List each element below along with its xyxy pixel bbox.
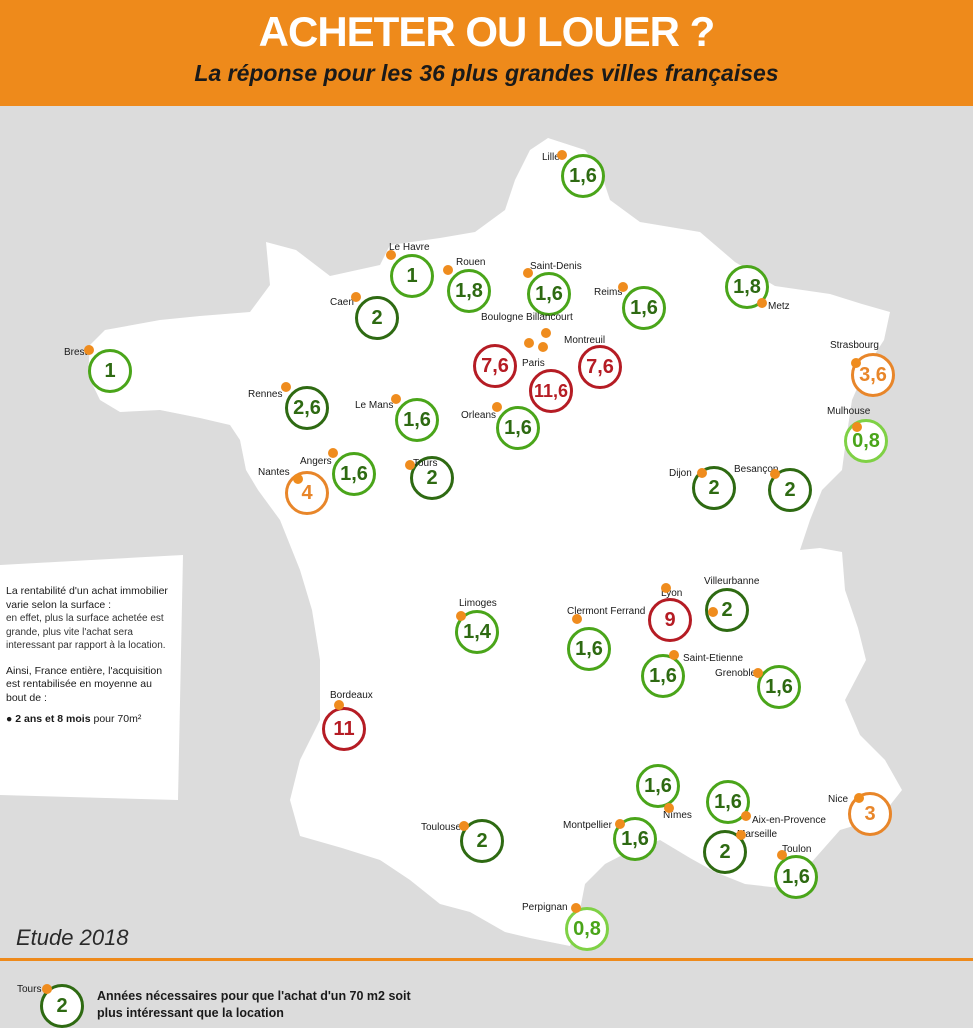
france-map xyxy=(88,138,902,946)
city-label: Paris xyxy=(522,358,545,369)
city-value: 1,6 xyxy=(613,817,657,861)
city-label: Perpignan xyxy=(522,902,568,913)
city-label: Nantes xyxy=(258,467,290,478)
city-label: Marseille xyxy=(737,829,778,840)
city-label: Saint-Etienne xyxy=(683,653,744,664)
city-label: Grenoble xyxy=(715,668,757,679)
city-value: 1,6 xyxy=(641,654,685,698)
city-label: Aix-en-Provence xyxy=(752,815,826,826)
city-label: Strasbourg xyxy=(830,340,879,351)
city-value: 7,6 xyxy=(473,344,517,388)
page-subtitle: La réponse pour les 36 plus grandes vill… xyxy=(194,60,779,86)
city-value: 1 xyxy=(390,254,434,298)
city-label: Lille xyxy=(542,152,560,163)
city-value: 1,6 xyxy=(527,272,571,316)
city-value: 11 xyxy=(322,707,366,751)
study-year: Etude 2018 xyxy=(16,925,129,950)
city-label: Montpellier xyxy=(563,820,612,831)
city-value: 1,6 xyxy=(567,627,611,671)
city-label: Saint-Denis xyxy=(530,261,582,272)
city-label: Le Havre xyxy=(389,242,430,253)
city-label: Rouen xyxy=(456,257,486,268)
city-value: 4 xyxy=(285,471,329,515)
legend-line-2: plus intéressant que la location xyxy=(97,1006,284,1020)
city-label: Limoges xyxy=(459,598,497,609)
city-value: 1,6 xyxy=(496,406,540,450)
note-line-3: Ainsi, France entière, l'acquisition est… xyxy=(6,664,163,704)
legend-city-label: Tours xyxy=(17,984,42,995)
header-banner: ACHETER OU LOUER ? La réponse pour les 3… xyxy=(0,0,973,106)
city-label: Orleans xyxy=(461,410,497,421)
city-value: 1 xyxy=(88,349,132,393)
france-outline xyxy=(88,138,902,946)
city-value: 1,6 xyxy=(622,286,666,330)
city-value: 2 xyxy=(768,468,812,512)
city-value: 1,6 xyxy=(395,398,439,442)
footer-divider xyxy=(0,958,973,961)
city-label: Toulouse xyxy=(421,822,462,833)
city-label: Angers xyxy=(300,456,332,467)
note-line-1: La rentabilité d'un achat immobilier var… xyxy=(6,585,168,611)
city-label: Toulon xyxy=(782,844,812,855)
city-value: 0,8 xyxy=(844,419,888,463)
note-bullet-bold: 2 ans et 8 mois xyxy=(15,713,91,725)
city-value: 7,6 xyxy=(578,345,622,389)
city-label: Reims xyxy=(594,287,623,298)
city-label: Mulhouse xyxy=(827,406,871,417)
city-value: 0,8 xyxy=(565,907,609,951)
city-value: 2,6 xyxy=(285,386,329,430)
city-label: Tours xyxy=(413,458,438,469)
note-text: La rentabilité d'un achat immobilier var… xyxy=(6,585,174,727)
city-label: Nîmes xyxy=(663,810,692,821)
legend-text: Années nécessaires pour que l'achat d'un… xyxy=(97,988,411,1022)
city-label: Bordeaux xyxy=(330,690,373,701)
city-value: 2 xyxy=(355,296,399,340)
city-label: Caen xyxy=(330,297,354,308)
city-label: Clermont Ferrand xyxy=(567,606,646,617)
note-line-2: en effet, plus la surface achetée est gr… xyxy=(6,613,166,651)
city-label: Nice xyxy=(828,794,849,805)
city-value: 9 xyxy=(648,598,692,642)
city-value: 2 xyxy=(692,466,736,510)
city-label: Le Mans xyxy=(355,400,394,411)
note-panel xyxy=(0,555,183,800)
city-label: Villeurbanne xyxy=(704,576,760,587)
city-value: 1,6 xyxy=(757,665,801,709)
legend-line-1: Années nécessaires pour que l'achat d'un… xyxy=(97,989,411,1003)
note-bullet-rest: pour 70m² xyxy=(93,713,142,725)
city-label: Metz xyxy=(768,301,790,312)
city-label: Rennes xyxy=(248,389,283,400)
city-label: Montreuil xyxy=(564,335,606,346)
city-value: 1,8 xyxy=(447,269,491,313)
page-title: ACHETER OU LOUER ? xyxy=(258,8,716,55)
city-label: Dijon xyxy=(669,468,692,479)
city-label: Lyon xyxy=(661,588,683,599)
city-label: Boulogne Billancourt xyxy=(481,312,573,323)
city-value: 1,6 xyxy=(636,764,680,808)
city-value: 1,6 xyxy=(332,452,376,496)
city-value: 1,6 xyxy=(774,855,818,899)
city-value: 11,6 xyxy=(529,369,573,413)
city-value: 1,6 xyxy=(561,154,605,198)
city-label: Brest xyxy=(64,347,88,358)
note-bullet: ● 2 ans et 8 mois pour 70m² xyxy=(6,713,142,725)
city-label: Besançon xyxy=(734,464,779,475)
city-value: 2 xyxy=(410,456,454,500)
